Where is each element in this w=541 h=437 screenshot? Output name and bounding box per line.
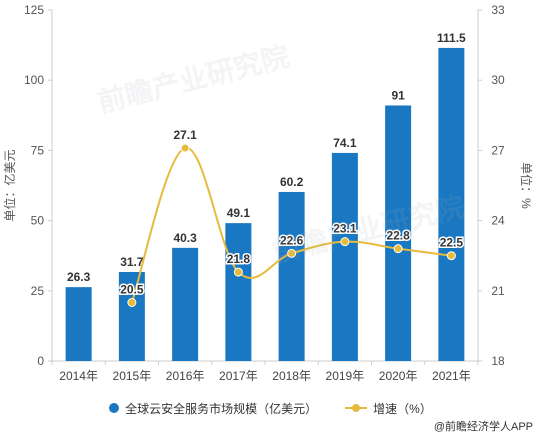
bar (278, 191, 305, 361)
growth-point (340, 237, 350, 247)
x-tick-label: 2019年 (326, 369, 365, 383)
y-tick-left-label: 100 (24, 73, 44, 87)
growth-value-label: 22.8 (386, 229, 410, 243)
y-tick-right-label: 18 (491, 354, 505, 368)
y-axis-left-title: 单位：亿美元 (2, 149, 17, 221)
y-tick-left-label: 125 (24, 3, 44, 17)
legend-line-swatch (345, 403, 368, 413)
y-tick-right-label: 33 (491, 3, 505, 17)
growth-point (446, 251, 456, 261)
legend-line-label: 增速（%） (373, 401, 432, 416)
legend-item-bar: 全球云安全服务市场规模（亿美元） (109, 400, 317, 417)
growth-value-label: 27.1 (173, 128, 197, 142)
bar-value-label: 91 (391, 88, 405, 102)
growth-point (180, 143, 190, 153)
x-tick-label: 2014年 (59, 369, 98, 383)
growth-value-label: 22.6 (280, 233, 304, 247)
bar-value-label: 26.3 (67, 270, 91, 284)
growth-line (130, 147, 452, 303)
bar-value-label: 74.1 (333, 136, 357, 150)
growth-point (127, 298, 137, 307)
x-tick-label: 2021年 (432, 369, 471, 383)
y-tick-right-label: 30 (491, 73, 505, 87)
x-tick-label: 2015年 (113, 369, 152, 383)
bar-value-label: 60.2 (280, 175, 304, 189)
legend: 全球云安全服务市场规模（亿美元） 增速（%） (0, 398, 541, 418)
y-tick-left-label: 75 (31, 143, 45, 157)
bar (225, 223, 252, 361)
y-tick-left-label: 0 (37, 354, 44, 368)
source-credit: @前瞻经济学人APP (433, 421, 533, 433)
growth-value-label: 22.5 (440, 236, 464, 250)
growth-value-label: 21.8 (227, 252, 251, 266)
bar (385, 105, 412, 361)
bar (438, 47, 465, 362)
y-tick-right-label: 27 (491, 143, 505, 157)
bar-value-label: 31.7 (120, 255, 144, 269)
bar-value-label: 49.1 (227, 206, 251, 220)
y-tick-left-label: 50 (31, 214, 45, 228)
x-tick-label: 2017年 (219, 369, 258, 383)
x-tick-label: 2016年 (166, 369, 205, 383)
x-tick-label: 2018年 (272, 369, 311, 383)
growth-point (233, 267, 243, 277)
bar-value-label: 40.3 (173, 231, 197, 245)
growth-point (393, 244, 403, 254)
x-tick-label: 2020年 (379, 369, 418, 383)
y-tick-right-label: 21 (491, 284, 505, 298)
legend-item-line: 增速（%） (345, 400, 432, 417)
growth-point (287, 248, 297, 258)
y-tick-left-label: 25 (31, 284, 45, 298)
bar (118, 271, 145, 361)
y-axis-right-title: 单位：% (519, 162, 534, 209)
legend-bar-label: 全球云安全服务市场规模（亿美元） (125, 401, 318, 416)
bar (331, 152, 358, 361)
bar (172, 247, 199, 361)
growth-value-label: 23.1 (333, 222, 357, 236)
growth-value-label: 20.5 (120, 283, 144, 297)
legend-bar-swatch (109, 403, 120, 413)
bar (65, 287, 92, 361)
y-tick-right-label: 24 (491, 214, 505, 228)
bar-value-label: 111.5 (437, 31, 466, 45)
